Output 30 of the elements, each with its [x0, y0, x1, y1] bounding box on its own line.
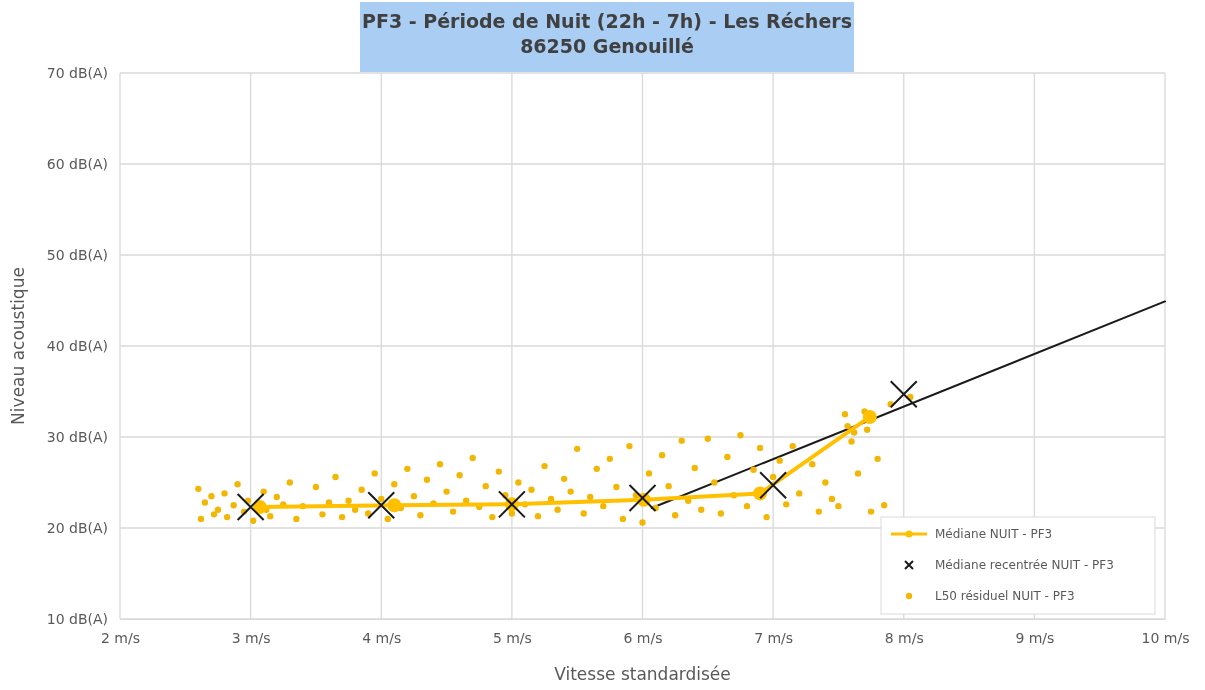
point	[889, 380, 918, 409]
x-tick-label: 10 m/s	[1141, 629, 1190, 646]
point	[862, 409, 877, 424]
x-tick-label: 9 m/s	[1015, 629, 1055, 646]
x-tick-label: 2 m/s	[100, 629, 141, 646]
x-tick-label: 5 m/s	[492, 629, 532, 646]
y-tick-label: 40 dB(A)	[46, 337, 108, 354]
y-tick-label: 60 dB(A)	[46, 155, 108, 172]
y-tick-label: 10 dB(A)	[46, 610, 108, 627]
legend-label: L50 résiduel NUIT - PF3	[935, 589, 1075, 603]
y-axis-title: Niveau acoustique	[8, 267, 28, 425]
point	[628, 483, 657, 512]
point	[497, 490, 526, 519]
y-tick-label: 70 dB(A)	[46, 64, 108, 81]
x-tick-label: 4 m/s	[362, 629, 402, 646]
y-tick-label: 50 dB(A)	[46, 246, 108, 263]
x-axis-title: Vitesse standardisée	[554, 664, 731, 684]
point	[387, 498, 402, 513]
x-tick-label: 8 m/s	[884, 629, 924, 646]
x-tick-label: 6 m/s	[623, 629, 663, 646]
point	[236, 493, 265, 522]
y-tick-label: 30 dB(A)	[46, 428, 108, 445]
chart-title: PF3 - Période de Nuit (22h - 7h) - Les Réchers 86250 Genouillé	[362, 10, 852, 57]
point	[367, 491, 396, 520]
legend-label: Médiane recentrée NUIT - PF3	[935, 558, 1114, 572]
x-tick-label: 3 m/s	[231, 629, 271, 646]
x-tick-label: 7 m/s	[754, 629, 794, 646]
y-tick-label: 20 dB(A)	[46, 519, 108, 536]
legend-label: Médiane NUIT - PF3	[935, 527, 1053, 541]
point	[759, 471, 788, 500]
